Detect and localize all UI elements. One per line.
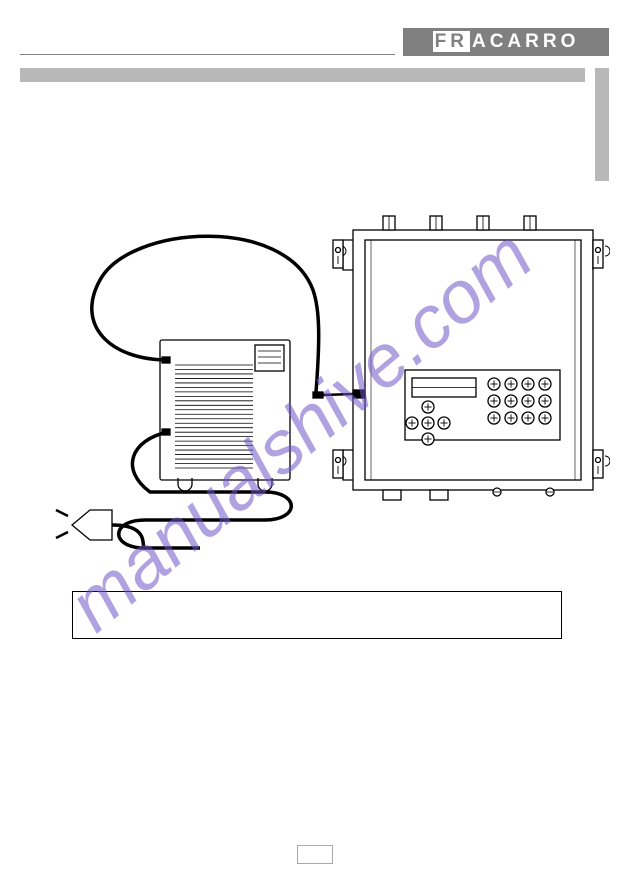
page-number-box [297, 845, 333, 864]
top-connectors [383, 216, 536, 230]
mains-plug [72, 510, 112, 540]
keypad [488, 378, 551, 424]
psu-group [56, 236, 323, 548]
main-unit-group [323, 216, 610, 500]
arrow-keys [406, 401, 450, 445]
logo-fr: FR [433, 31, 470, 52]
caption-box [72, 591, 562, 639]
product-diagram [50, 210, 610, 570]
psu-label-panel [255, 345, 284, 371]
header-rule [20, 54, 395, 55]
cable-jack [313, 392, 323, 398]
bottom-screws [493, 488, 554, 496]
logo-rest: ACARRO [472, 31, 579, 52]
main-unit-outer [353, 230, 593, 490]
section-bar [20, 68, 585, 82]
bottom-connectors [383, 490, 448, 500]
side-tab [595, 68, 609, 181]
logo-text: FRACARRO [433, 31, 580, 53]
brand-logo: FRACARRO [403, 28, 609, 56]
main-unit-inner [365, 240, 581, 480]
main-unit-input-jack [353, 390, 365, 398]
mounting-brackets [333, 240, 610, 480]
cable-loop [92, 236, 319, 392]
psu-vents [175, 365, 253, 468]
mains-cable [119, 432, 292, 548]
plug-prongs [56, 510, 68, 538]
